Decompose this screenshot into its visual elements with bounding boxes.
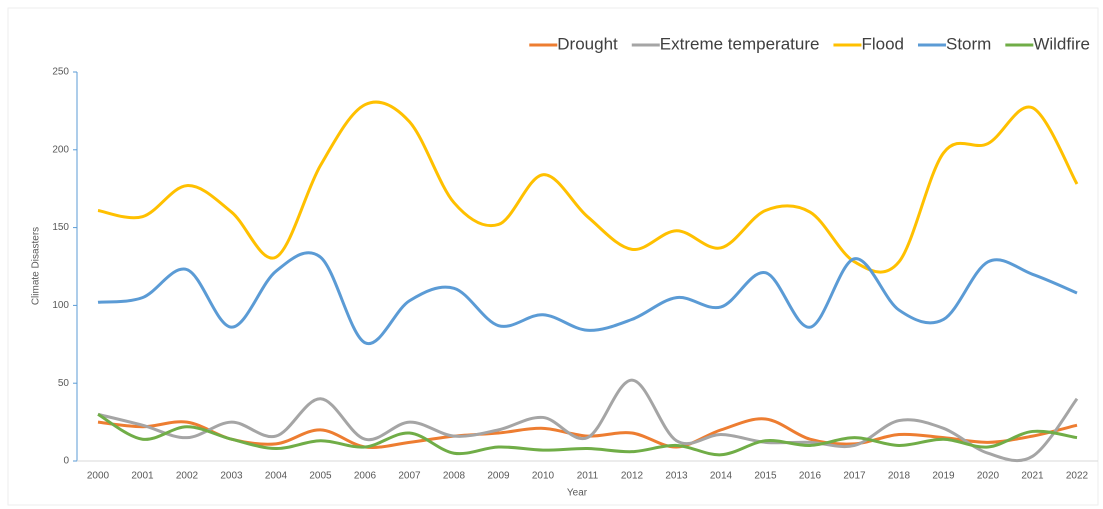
x-tick-label: 2003 (220, 471, 243, 482)
series-line (97, 378, 1079, 463)
x-tick-label: 2007 (398, 471, 421, 482)
series-line (97, 100, 1079, 274)
y-axis-title: Climate Disasters (31, 227, 42, 305)
x-tick-label: 2020 (977, 471, 1000, 482)
series-line (97, 413, 1078, 457)
series-line (97, 251, 1078, 345)
legend-label: Flood (861, 34, 904, 53)
y-tick-label: 250 (52, 67, 69, 78)
x-tick-label: 2009 (487, 471, 510, 482)
x-tick-label: 2002 (176, 471, 199, 482)
x-tick-label: 2008 (443, 471, 466, 482)
x-tick-label: 2000 (87, 471, 110, 482)
x-tick-label: 2014 (710, 471, 733, 482)
legend-label: Extreme temperature (660, 34, 820, 53)
legend-label: Wildfire (1033, 34, 1090, 53)
x-tick-label: 2018 (888, 471, 911, 482)
y-tick-label: 200 (52, 144, 69, 155)
legend-label: Storm (946, 34, 991, 53)
x-tick-label: 2017 (843, 471, 866, 482)
x-tick-label: 2021 (1021, 471, 1044, 482)
x-tick-label: 2016 (799, 471, 822, 482)
x-tick-label: 2015 (754, 471, 777, 482)
y-tick-label: 150 (52, 222, 69, 233)
chart-border (7, 7, 1099, 506)
x-tick-label: 2001 (131, 471, 154, 482)
legend-label: Drought (557, 34, 618, 53)
x-tick-label: 2012 (621, 471, 644, 482)
y-tick-label: 50 (58, 378, 70, 389)
x-tick-label: 2013 (665, 471, 688, 482)
x-tick-label: 2005 (309, 471, 332, 482)
x-tick-label: 2010 (532, 471, 555, 482)
x-tick-label: 2004 (265, 471, 288, 482)
y-tick-label: 100 (52, 300, 69, 311)
x-tick-label: 2022 (1066, 471, 1089, 482)
x-tick-label: 2019 (932, 471, 955, 482)
x-tick-label: 2011 (577, 471, 599, 482)
y-tick-label: 0 (63, 456, 69, 467)
x-axis-title: Year (567, 488, 588, 499)
x-tick-label: 2006 (354, 471, 377, 482)
